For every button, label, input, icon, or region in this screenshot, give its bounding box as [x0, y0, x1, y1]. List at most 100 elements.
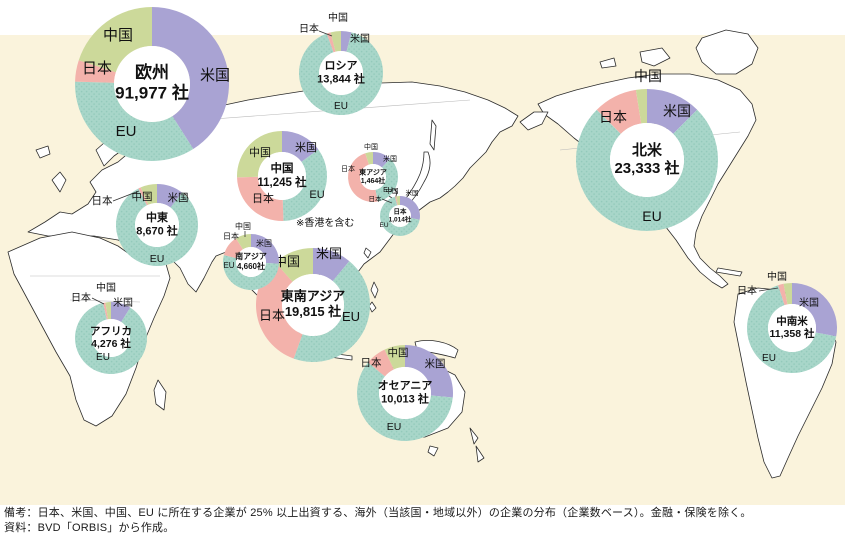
- segment-label-japan: 日本: [361, 356, 382, 369]
- caption: 備考：日本、米国、中国、EU に所在する企業が 25% 以上出資する、海外（当該…: [4, 506, 842, 536]
- donut-hole: [389, 205, 411, 227]
- segment-label-usa: 米国: [295, 141, 317, 154]
- islands-philippines: [368, 281, 379, 313]
- company-count: 8,670 社: [136, 223, 178, 237]
- donut-hole: [92, 319, 130, 357]
- segment-label-usa: 米国: [799, 296, 819, 309]
- segment-label-japan: 日本: [369, 194, 383, 203]
- region-name: ロシア: [325, 59, 358, 72]
- caption-note: 備考：日本、米国、中国、EU に所在する企業が 25% 以上出資する、海外（当該…: [4, 507, 752, 519]
- island-sakhalin: [429, 119, 437, 151]
- segment-label-eu: EU: [116, 123, 137, 140]
- region-name: 北米: [632, 141, 663, 159]
- donut-hole: [114, 46, 190, 122]
- donut-hole: [135, 203, 179, 247]
- segment-label-china: 中国: [103, 27, 133, 44]
- island-cuba: [715, 267, 743, 277]
- region-name: 南アジア: [235, 251, 267, 261]
- segment-japan: [326, 32, 336, 53]
- label-pointer-line: [381, 198, 393, 204]
- segment-japan: [75, 60, 116, 83]
- segment-eu: [375, 158, 398, 202]
- segment-china: [384, 345, 405, 370]
- region-name: 東アジア: [359, 168, 387, 177]
- segment-eu: [357, 362, 453, 441]
- region-name: 欧州: [135, 62, 169, 82]
- segment-usa: [157, 184, 183, 208]
- donut-middle_east: 中東8,670 社 米国 EU 日本 中国: [92, 184, 199, 266]
- segment-china: [330, 31, 341, 52]
- segment-china: [235, 234, 251, 250]
- segment-eu: [223, 255, 279, 290]
- segment-usa: [111, 302, 131, 322]
- company-count: 23,333 社: [614, 159, 679, 177]
- segment-label-eu: EU: [762, 353, 776, 364]
- company-count: 1,464社: [361, 176, 386, 185]
- islands-new-zealand: [469, 427, 485, 463]
- segment-usa: [792, 283, 838, 337]
- segment-eu: [75, 81, 194, 161]
- label-pointer-line: [112, 190, 140, 202]
- island-madagascar: [153, 379, 167, 411]
- segment-label-china: 中国: [386, 186, 399, 195]
- company-count: 13,844 社: [317, 71, 365, 85]
- landmass-alaska: [519, 111, 549, 131]
- donut-hole: [360, 164, 386, 190]
- segment-label-china: 中国: [249, 146, 271, 159]
- segment-eu: [299, 32, 384, 116]
- segment-japan: [138, 187, 149, 206]
- segment-label-eu: EU: [387, 421, 402, 433]
- island-tasmania: [427, 445, 439, 457]
- segment-japan: [223, 238, 243, 259]
- caption-source: 資料：BVD「ORBIS」から作成。: [4, 522, 175, 534]
- segment-china: [783, 283, 792, 305]
- segment-eu: [282, 149, 327, 221]
- label-pointer-line: [758, 287, 779, 292]
- segment-label-china: 中国: [634, 68, 662, 84]
- segment-japan: [237, 176, 284, 221]
- segment-japan: [103, 302, 109, 320]
- segment-label-usa: 米国: [425, 357, 446, 370]
- segment-japan: [255, 262, 303, 359]
- segment-label-usa: 米国: [316, 246, 342, 261]
- segment-label-japan: 日本: [223, 231, 239, 241]
- segment-label-usa: 米国: [200, 67, 230, 84]
- segment-label-eu: EU: [342, 309, 360, 324]
- segment-eu: [293, 261, 370, 362]
- segment-eu: [380, 196, 420, 237]
- company-count: 11,358 社: [770, 327, 815, 340]
- region-name: アフリカ: [90, 325, 132, 337]
- segment-label-usa: 米国: [350, 32, 370, 45]
- segment-label-usa: 米国: [406, 188, 419, 197]
- label-pointer-line: [318, 30, 333, 37]
- label-pointer-line: [91, 297, 105, 305]
- segment-eu: [747, 285, 837, 373]
- segment-label-eu: EU: [383, 187, 393, 194]
- segment-eu: [75, 302, 148, 374]
- segment-china: [140, 184, 157, 205]
- donut-hole: [236, 247, 266, 277]
- segment-label-china: 中国: [235, 221, 251, 231]
- segment-label-usa: 米国: [663, 103, 691, 119]
- segment-label-japan: 日本: [252, 191, 274, 205]
- segment-eu: [116, 188, 199, 266]
- segment-japan: [348, 153, 378, 202]
- company-count: 4,660社: [237, 261, 265, 271]
- segment-label-japan: 日本: [71, 291, 91, 304]
- segment-label-eu: EU: [309, 189, 324, 201]
- segment-label-japan: 日本: [259, 308, 285, 323]
- donut-hole: [319, 51, 363, 95]
- segment-china: [105, 302, 111, 320]
- segment-japan: [778, 283, 788, 306]
- donut-hole: [258, 152, 306, 200]
- company-count: 91,977 社: [115, 82, 189, 102]
- segment-usa: [152, 7, 230, 150]
